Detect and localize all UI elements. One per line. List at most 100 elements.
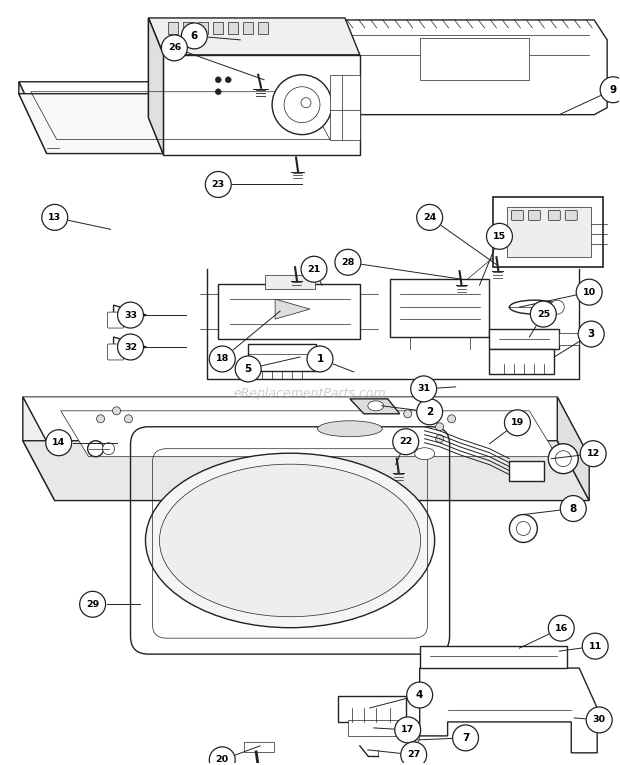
Polygon shape [420,668,597,753]
Circle shape [125,415,133,423]
Text: 2: 2 [426,407,433,417]
Polygon shape [494,197,603,267]
Circle shape [79,591,105,617]
Polygon shape [184,22,193,34]
Circle shape [118,334,143,360]
Circle shape [436,423,444,431]
Ellipse shape [415,448,435,460]
Polygon shape [258,22,268,34]
Text: 8: 8 [570,503,577,513]
Polygon shape [19,94,340,154]
Text: 10: 10 [583,288,596,297]
Text: 29: 29 [86,600,99,609]
Circle shape [161,35,187,61]
Text: 30: 30 [593,715,606,724]
Ellipse shape [317,421,383,437]
Polygon shape [148,18,164,155]
Polygon shape [218,284,360,339]
Polygon shape [213,22,223,34]
Text: eReplacementParts.com: eReplacementParts.com [234,387,386,400]
Circle shape [118,302,143,328]
Polygon shape [23,397,55,500]
Polygon shape [265,275,315,289]
Circle shape [426,410,433,418]
Circle shape [301,98,311,108]
Polygon shape [350,399,400,414]
Ellipse shape [551,300,564,314]
Text: 4: 4 [416,690,423,700]
Polygon shape [420,646,567,668]
Polygon shape [148,18,164,155]
Polygon shape [244,742,274,752]
Circle shape [407,682,433,708]
Circle shape [284,86,320,122]
Circle shape [235,356,261,382]
Polygon shape [169,22,179,34]
Text: 15: 15 [493,232,506,241]
Text: 21: 21 [308,265,321,274]
Circle shape [516,522,530,536]
FancyBboxPatch shape [565,210,577,220]
Polygon shape [507,207,591,257]
Polygon shape [118,341,138,353]
Text: 23: 23 [211,180,225,189]
Circle shape [548,615,574,641]
Circle shape [205,171,231,197]
Text: 13: 13 [48,213,61,222]
Polygon shape [348,720,400,736]
Text: 28: 28 [341,258,355,267]
Text: 14: 14 [52,438,65,448]
Circle shape [215,76,221,83]
Text: 32: 32 [124,343,137,351]
Text: 3: 3 [588,329,595,339]
Text: 25: 25 [537,310,550,318]
Polygon shape [338,696,405,722]
Polygon shape [113,337,146,357]
Text: 9: 9 [609,85,617,95]
Text: 11: 11 [588,642,602,651]
Circle shape [102,443,115,454]
Circle shape [272,75,332,135]
Text: 31: 31 [417,384,430,393]
Circle shape [576,279,602,305]
Circle shape [556,451,571,467]
Text: 7: 7 [462,733,469,743]
Circle shape [301,256,327,282]
Circle shape [417,204,443,230]
Polygon shape [148,18,360,55]
Circle shape [97,415,105,423]
Circle shape [453,725,479,750]
Text: 24: 24 [423,213,436,222]
Circle shape [487,223,512,249]
Text: 6: 6 [191,31,198,41]
FancyBboxPatch shape [108,344,123,360]
Polygon shape [510,461,544,480]
Text: 16: 16 [555,623,568,633]
Circle shape [401,742,427,765]
Circle shape [510,515,538,542]
Ellipse shape [146,453,435,628]
Circle shape [417,399,443,425]
Polygon shape [19,82,340,142]
Ellipse shape [510,300,559,314]
Polygon shape [248,344,316,371]
FancyBboxPatch shape [548,210,560,220]
Circle shape [436,435,444,443]
Polygon shape [275,299,310,319]
FancyBboxPatch shape [108,312,123,328]
Circle shape [395,717,421,743]
Polygon shape [19,82,46,154]
Polygon shape [318,20,607,115]
Circle shape [335,249,361,275]
Polygon shape [243,22,253,34]
Circle shape [448,415,456,423]
Circle shape [392,428,418,454]
Circle shape [505,410,530,436]
Circle shape [307,346,333,372]
Circle shape [182,23,207,49]
Text: 19: 19 [511,418,524,428]
Text: 12: 12 [587,449,600,458]
Polygon shape [312,82,340,154]
Text: 22: 22 [399,438,412,446]
Text: 1: 1 [316,354,324,364]
